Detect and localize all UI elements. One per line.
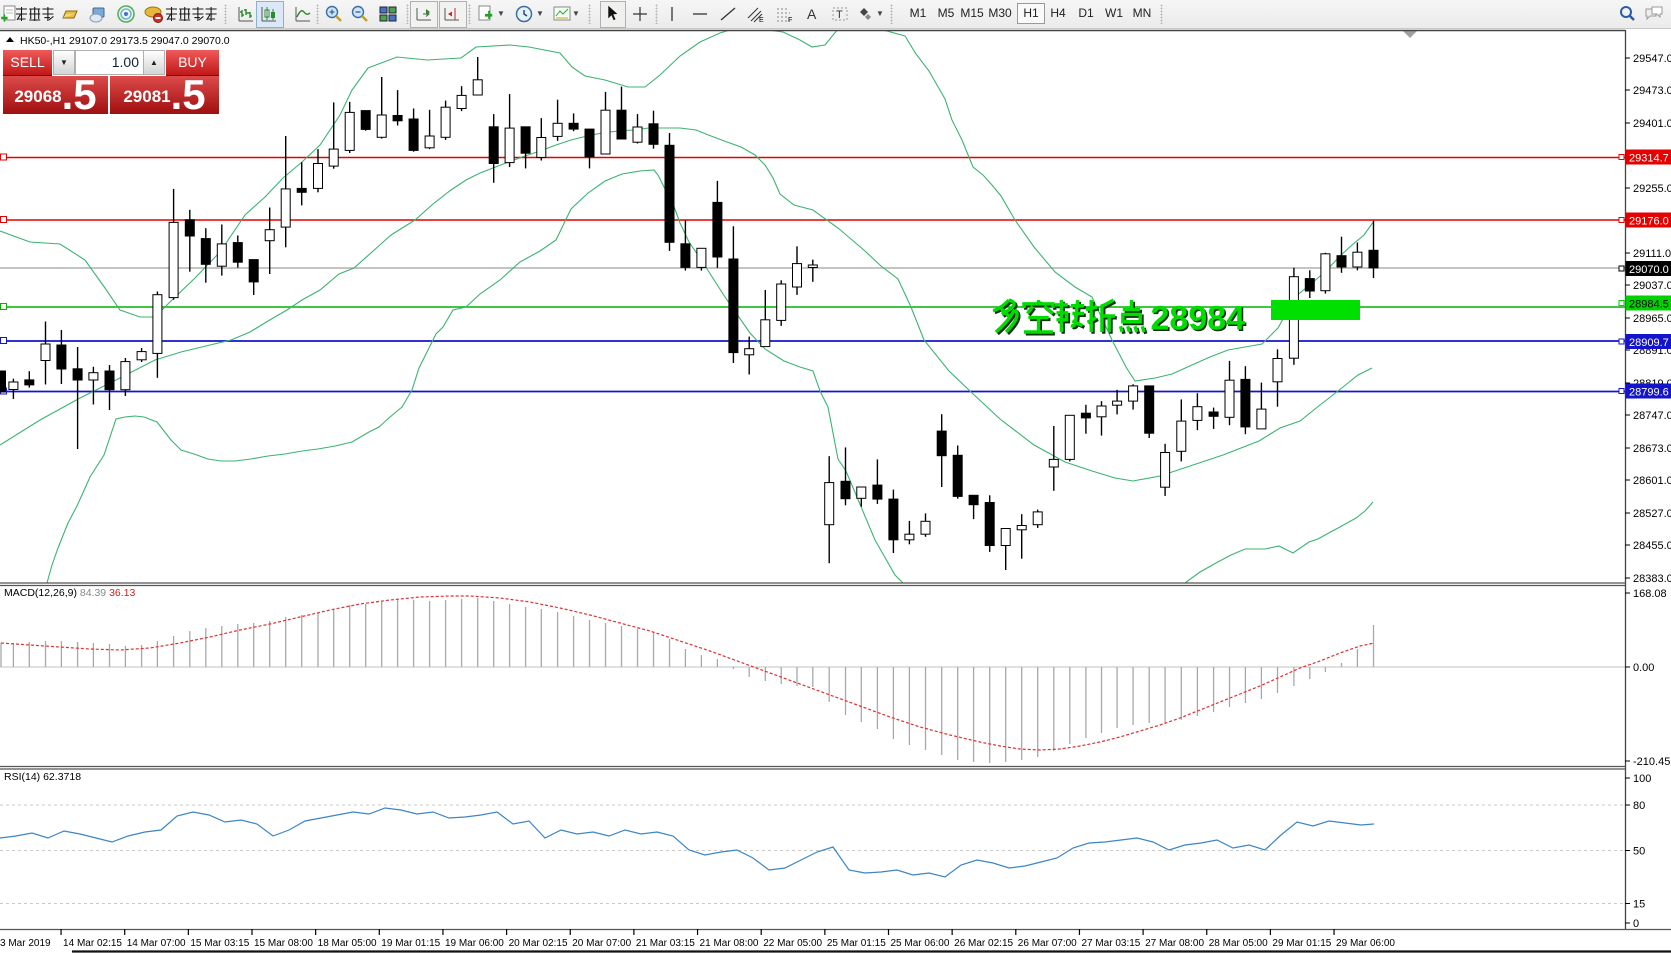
svg-text:RSI(14) 62.3718: RSI(14) 62.3718 <box>4 771 81 783</box>
svg-text:28984: 28984 <box>1152 301 1247 339</box>
svg-text:28601.0: 28601.0 <box>1633 475 1671 487</box>
svg-text:28747.0: 28747.0 <box>1633 410 1671 422</box>
svg-text:25 Mar 06:00: 25 Mar 06:00 <box>891 938 950 949</box>
svg-text:26 Mar 07:00: 26 Mar 07:00 <box>1018 938 1077 949</box>
svg-text:19 Mar 06:00: 19 Mar 06:00 <box>445 938 504 949</box>
svg-text:3 Mar 2019: 3 Mar 2019 <box>0 938 51 949</box>
svg-text:29111.0: 29111.0 <box>1633 248 1671 260</box>
svg-text:22 Mar 05:00: 22 Mar 05:00 <box>763 938 822 949</box>
svg-text:25 Mar 01:15: 25 Mar 01:15 <box>827 938 886 949</box>
svg-text:28909.7: 28909.7 <box>1629 337 1669 349</box>
svg-text:26 Mar 02:15: 26 Mar 02:15 <box>954 938 1013 949</box>
svg-text:E: E <box>759 17 764 24</box>
svg-text:80: 80 <box>1633 800 1645 812</box>
svg-text:28455.0: 28455.0 <box>1633 540 1671 552</box>
svg-text:T: T <box>836 9 843 21</box>
svg-text:27 Mar 03:15: 27 Mar 03:15 <box>1081 938 1140 949</box>
svg-text:29037.0: 29037.0 <box>1633 280 1671 292</box>
svg-text:29473.0: 29473.0 <box>1633 85 1671 97</box>
svg-text:19 Mar 01:15: 19 Mar 01:15 <box>381 938 440 949</box>
svg-text:-210.45: -210.45 <box>1633 756 1670 768</box>
svg-text:28984: 28984 <box>1151 300 1246 338</box>
svg-text:A: A <box>807 6 817 22</box>
svg-text:15: 15 <box>1633 899 1645 911</box>
svg-text:21 Mar 08:00: 21 Mar 08:00 <box>700 938 759 949</box>
svg-text:28984.5: 28984.5 <box>1629 299 1669 311</box>
svg-text:29 Mar 01:15: 29 Mar 01:15 <box>1272 938 1331 949</box>
svg-text:168.08: 168.08 <box>1633 588 1667 600</box>
svg-text:29 Mar 06:00: 29 Mar 06:00 <box>1336 938 1395 949</box>
svg-text:28965.0: 28965.0 <box>1633 313 1671 325</box>
svg-text:29401.0: 29401.0 <box>1633 118 1671 130</box>
svg-text:0: 0 <box>1633 918 1639 930</box>
svg-text:F: F <box>788 17 792 24</box>
svg-text:20 Mar 02:15: 20 Mar 02:15 <box>509 938 568 949</box>
svg-text:29314.7: 29314.7 <box>1629 153 1669 165</box>
svg-text:0.00: 0.00 <box>1633 662 1654 674</box>
svg-text:HK50-,H1 29107.0 29173.5 2904: HK50-,H1 29107.0 29173.5 29047.0 29070.0 <box>20 35 230 47</box>
svg-text:27 Mar 08:00: 27 Mar 08:00 <box>1145 938 1204 949</box>
svg-text:28799.6: 28799.6 <box>1629 387 1669 399</box>
svg-text:28527.0: 28527.0 <box>1633 508 1671 520</box>
svg-text:28 Mar 05:00: 28 Mar 05:00 <box>1209 938 1268 949</box>
svg-text:14 Mar 02:15: 14 Mar 02:15 <box>63 938 122 949</box>
svg-text:29070.0: 29070.0 <box>1629 264 1669 276</box>
svg-text:MACD(12,26,9) 84.39 36.13: MACD(12,26,9) 84.39 36.13 <box>4 587 135 599</box>
svg-text:18 Mar 05:00: 18 Mar 05:00 <box>318 938 377 949</box>
svg-text:29176.0: 29176.0 <box>1629 216 1669 228</box>
svg-text:28673.0: 28673.0 <box>1633 443 1671 455</box>
svg-text:14 Mar 07:00: 14 Mar 07:00 <box>127 938 186 949</box>
svg-text:29255.0: 29255.0 <box>1633 183 1671 195</box>
svg-text:20 Mar 07:00: 20 Mar 07:00 <box>572 938 631 949</box>
svg-text:29547.0: 29547.0 <box>1633 53 1671 65</box>
svg-text:15 Mar 03:15: 15 Mar 03:15 <box>190 938 249 949</box>
svg-text:28383.0: 28383.0 <box>1633 573 1671 585</box>
svg-text:21 Mar 03:15: 21 Mar 03:15 <box>636 938 695 949</box>
svg-text:100: 100 <box>1633 773 1651 785</box>
svg-text:15 Mar 08:00: 15 Mar 08:00 <box>254 938 313 949</box>
svg-text:50: 50 <box>1633 846 1645 858</box>
